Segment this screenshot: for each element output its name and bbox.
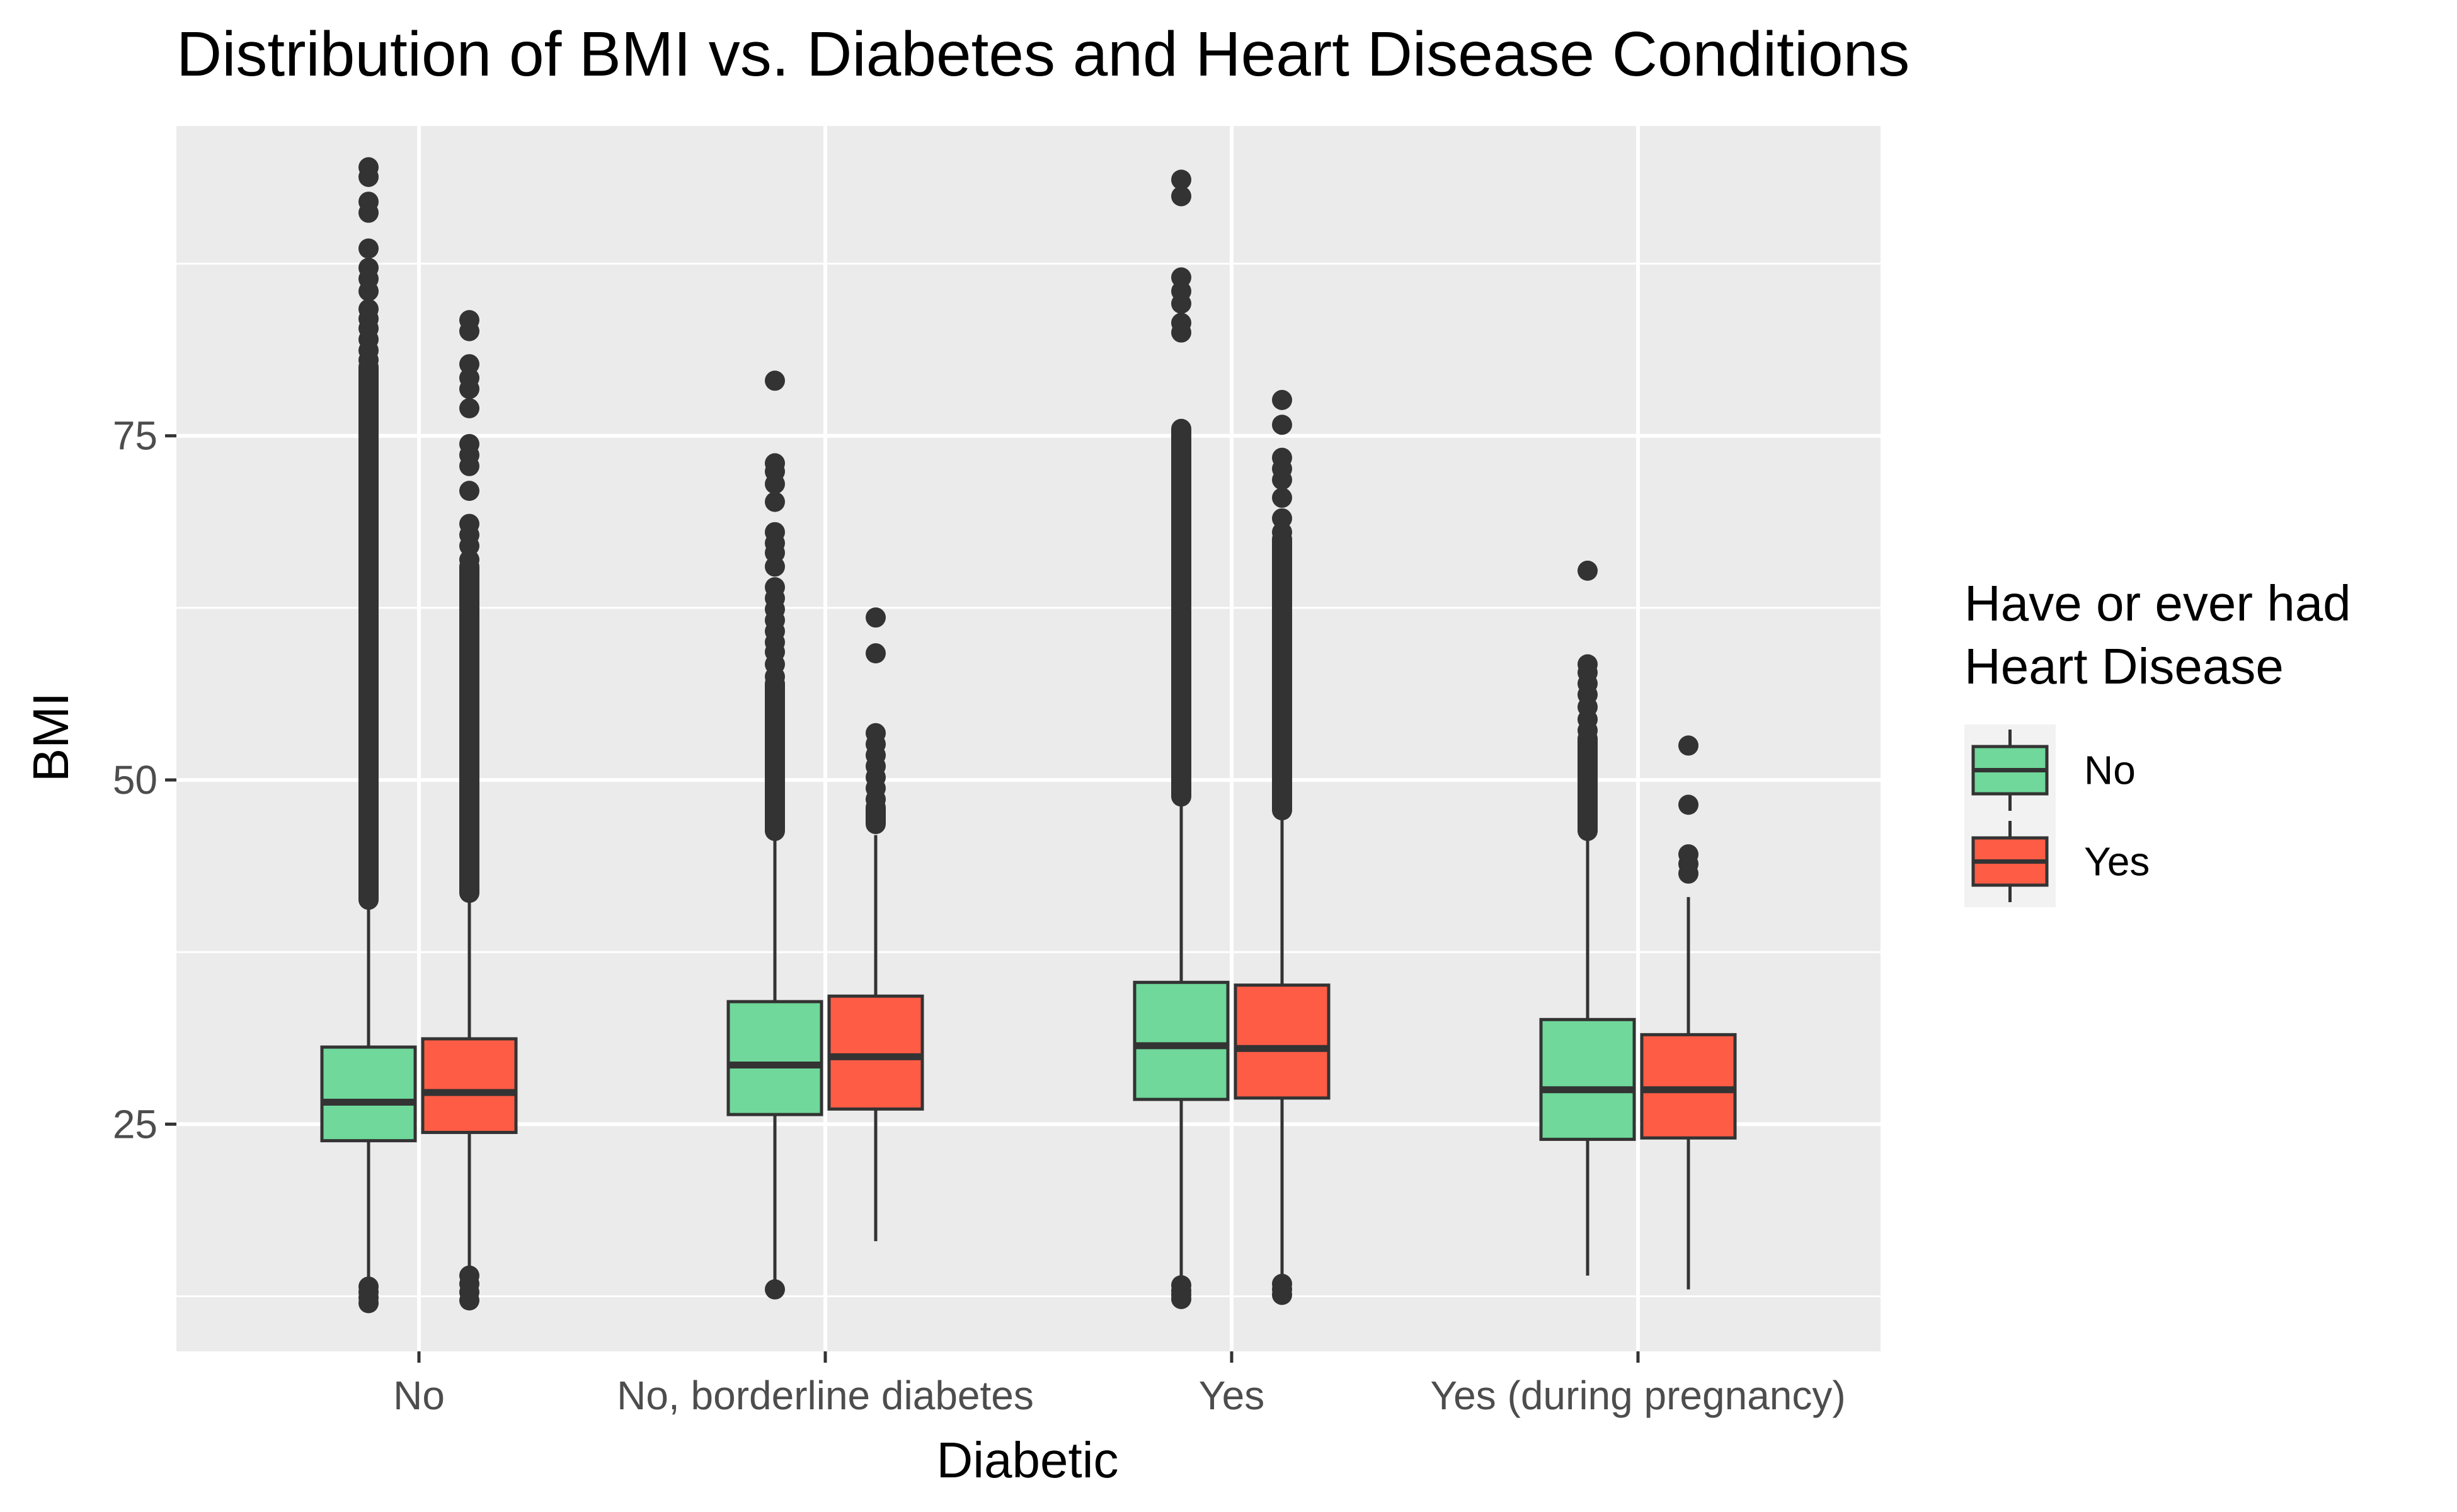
boxes [320, 157, 1737, 1314]
outlier-point [358, 192, 379, 212]
x-axis: No No, borderline diabetes Yes Yes (during … [393, 1351, 1846, 1418]
outlier-point [1171, 267, 1191, 288]
legend-title-line: Have or ever had [1964, 575, 2351, 631]
box-no-3 [1539, 560, 1636, 1276]
outlier-point [1678, 844, 1698, 865]
iqr-box [827, 994, 924, 1111]
outlier-point [459, 481, 479, 501]
box-no-1 [726, 370, 823, 1300]
outlier-point [1171, 186, 1191, 207]
outlier-band [1272, 529, 1292, 821]
outlier-point [1171, 169, 1191, 190]
outlier-point [459, 513, 479, 534]
legend: Have or ever had Heart Disease No Yes [1964, 575, 2351, 907]
outlier-band [765, 673, 785, 841]
legend-key-no [1971, 730, 2049, 811]
outlier-point [765, 577, 785, 598]
box-yes-0 [421, 310, 518, 1311]
x-tick-label: Yes [1199, 1373, 1264, 1418]
outlier-point [459, 433, 479, 454]
outlier-point [1272, 508, 1292, 529]
outlier-point [1272, 415, 1292, 435]
iqr-box [1539, 1017, 1636, 1141]
box-yes-3 [1640, 735, 1737, 1290]
y-tick-label: 50 [113, 757, 158, 803]
outlier-point [1272, 389, 1292, 410]
box-yes-2 [1234, 389, 1331, 1305]
box-no-2 [1133, 169, 1230, 1309]
outlier-point [866, 643, 886, 664]
outlier-point [765, 491, 785, 512]
legend-label: Yes [2084, 839, 2150, 885]
outlier-point [1578, 560, 1598, 581]
panel-background [176, 126, 1881, 1351]
outlier-point [866, 607, 886, 628]
legend-title-line: Heart Disease [1964, 638, 2284, 694]
legend-label: No [2084, 748, 2136, 793]
outlier-point [459, 354, 479, 375]
outlier-point [1678, 735, 1698, 756]
x-tick-label: No [393, 1373, 445, 1418]
outlier-point [1678, 794, 1698, 815]
outlier-point [358, 258, 379, 278]
box-no-0 [320, 157, 417, 1314]
iqr-box [1234, 983, 1331, 1100]
y-axis: 25 50 75 [113, 413, 176, 1147]
x-axis-title: Diabetic [936, 1432, 1118, 1488]
box-yes-1 [827, 607, 924, 1242]
outlier-point [765, 522, 785, 542]
outlier-point [459, 398, 479, 419]
outlier-band [1171, 418, 1191, 807]
outlier-point [866, 723, 886, 743]
iqr-box [726, 1000, 823, 1116]
iqr-box [421, 1037, 518, 1135]
chart-title: Distribution of BMI vs. Diabetes and Hea… [176, 19, 1910, 89]
iqr-box [1133, 980, 1230, 1101]
outlier-point [1171, 312, 1191, 333]
y-tick-label: 25 [113, 1101, 158, 1147]
outlier-point [358, 299, 379, 319]
legend-key-yes [1971, 821, 2049, 902]
iqr-box [320, 1045, 417, 1143]
outlier-band [358, 357, 379, 910]
outlier-point [358, 157, 379, 178]
x-tick-label: No, borderline diabetes [617, 1373, 1034, 1418]
y-axis-title: BMI [23, 692, 79, 782]
outlier-point [1272, 488, 1292, 508]
plot-panel [176, 126, 1881, 1351]
outlier-point [765, 453, 785, 474]
outlier-band [459, 556, 479, 903]
x-tick-label: Yes (during pregnancy) [1430, 1373, 1845, 1418]
outlier-point [1272, 447, 1292, 468]
outlier-point [1578, 654, 1598, 675]
outlier-point [459, 310, 479, 331]
outlier-point [358, 238, 379, 259]
outlier-point [765, 370, 785, 391]
outlier-band [1578, 728, 1598, 841]
y-tick-label: 75 [113, 413, 158, 459]
